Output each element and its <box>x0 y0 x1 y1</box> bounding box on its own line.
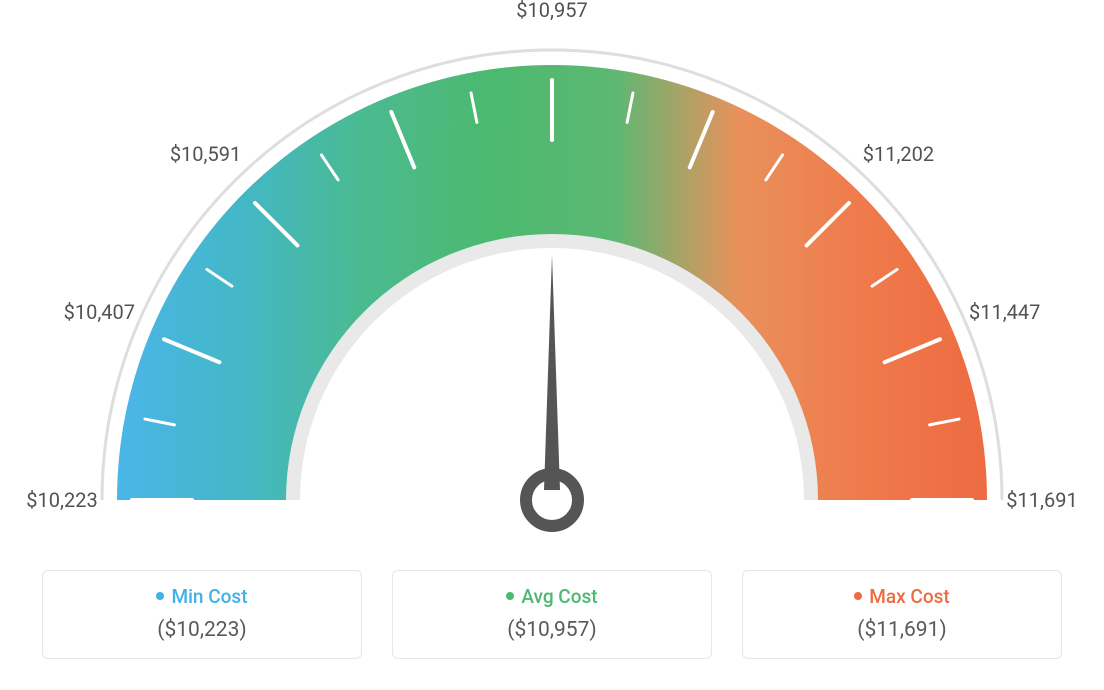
gauge-tick-label: $11,447 <box>969 300 1040 324</box>
dot-icon <box>854 592 862 600</box>
legend-avg-value: ($10,957) <box>413 618 691 642</box>
legend-card-max: Max Cost ($11,691) <box>742 570 1062 659</box>
gauge-tick-label: $10,223 <box>26 488 97 512</box>
legend-title-max: Max Cost <box>763 585 1041 608</box>
gauge-tick-label: $10,957 <box>516 0 587 22</box>
legend-card-avg: Avg Cost ($10,957) <box>392 570 712 659</box>
gauge-tick-label: $10,591 <box>170 142 241 166</box>
legend-min-label: Min Cost <box>171 585 247 608</box>
legend-row: Min Cost ($10,223) Avg Cost ($10,957) Ma… <box>0 570 1104 659</box>
legend-min-value: ($10,223) <box>63 618 341 642</box>
gauge-tick-label: $11,202 <box>863 142 934 166</box>
dot-icon <box>506 592 514 600</box>
legend-avg-label: Avg Cost <box>521 585 597 608</box>
legend-card-min: Min Cost ($10,223) <box>42 570 362 659</box>
gauge-tick-label: $11,691 <box>1006 488 1077 512</box>
legend-title-avg: Avg Cost <box>413 585 691 608</box>
legend-title-min: Min Cost <box>63 585 341 608</box>
legend-max-label: Max Cost <box>869 585 949 608</box>
gauge-chart: $10,223 $10,407 $10,591 $10,957 $11,202 $11,4… <box>0 0 1104 560</box>
gauge-tick-label: $10,407 <box>64 300 135 324</box>
legend-max-value: ($11,691) <box>763 618 1041 642</box>
gauge-svg <box>0 0 1104 560</box>
dot-icon <box>156 592 164 600</box>
